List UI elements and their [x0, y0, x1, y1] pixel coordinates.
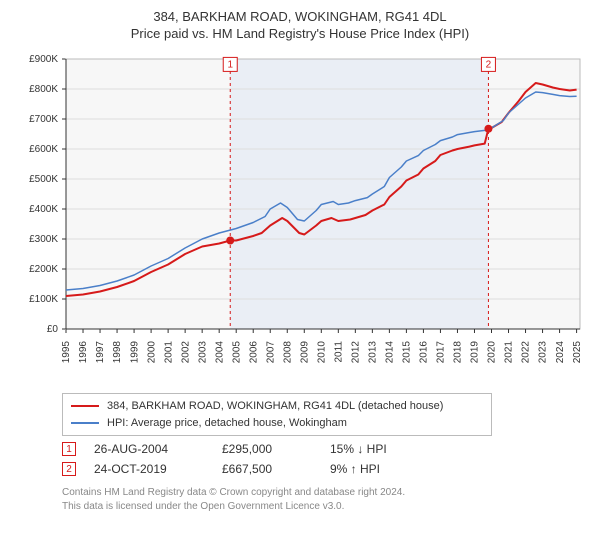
svg-text:2014: 2014	[385, 341, 396, 364]
svg-text:1: 1	[227, 60, 233, 71]
svg-text:2020: 2020	[487, 341, 498, 364]
event-row: 2 24-OCT-2019 £667,500 9% ↑ HPI	[62, 462, 586, 476]
footer: Contains HM Land Registry data © Crown c…	[62, 486, 586, 514]
svg-text:£0: £0	[47, 324, 59, 335]
page-title: 384, BARKHAM ROAD, WOKINGHAM, RG41 4DL	[14, 8, 586, 26]
legend-label: 384, BARKHAM ROAD, WOKINGHAM, RG41 4DL (…	[107, 398, 443, 415]
legend: 384, BARKHAM ROAD, WOKINGHAM, RG41 4DL (…	[62, 393, 492, 436]
svg-text:2008: 2008	[282, 341, 293, 364]
event-table: 1 26-AUG-2004 £295,000 15% ↓ HPI 2 24-OCT-201…	[62, 442, 586, 476]
svg-text:£300K: £300K	[29, 234, 58, 245]
svg-text:1995: 1995	[61, 341, 72, 364]
svg-text:2004: 2004	[214, 341, 225, 364]
svg-text:£500K: £500K	[29, 174, 58, 185]
svg-text:£700K: £700K	[29, 114, 58, 125]
event-delta: 9% ↑ HPI	[330, 462, 430, 476]
event-row: 1 26-AUG-2004 £295,000 15% ↓ HPI	[62, 442, 586, 456]
legend-item: HPI: Average price, detached house, Woki…	[71, 415, 483, 432]
svg-text:2: 2	[486, 60, 492, 71]
chart-area: £0 £100K £200K £300K £400K £500K £600K £700K £80…	[14, 47, 586, 387]
svg-text:£400K: £400K	[29, 204, 58, 215]
legend-swatch	[71, 405, 99, 407]
svg-text:2002: 2002	[180, 341, 191, 364]
svg-text:2021: 2021	[504, 341, 515, 364]
svg-text:2000: 2000	[146, 341, 157, 364]
svg-text:£900K: £900K	[29, 54, 58, 65]
svg-text:2017: 2017	[436, 341, 447, 364]
svg-text:2016: 2016	[419, 341, 430, 364]
legend-label: HPI: Average price, detached house, Woki…	[107, 415, 347, 432]
event-price: £295,000	[222, 442, 312, 456]
svg-text:2022: 2022	[521, 341, 532, 364]
event-marker: 1	[62, 442, 76, 456]
event-date: 24-OCT-2019	[94, 462, 204, 476]
footer-line2: This data is licensed under the Open Gov…	[62, 500, 586, 514]
svg-text:2019: 2019	[470, 341, 481, 364]
svg-text:2012: 2012	[351, 341, 362, 364]
svg-text:1996: 1996	[78, 341, 89, 364]
svg-text:£200K: £200K	[29, 264, 58, 275]
svg-text:2005: 2005	[231, 341, 242, 364]
svg-text:1999: 1999	[129, 341, 140, 364]
svg-text:£600K: £600K	[29, 144, 58, 155]
svg-text:1997: 1997	[95, 341, 106, 364]
svg-text:2018: 2018	[453, 341, 464, 364]
svg-text:2013: 2013	[368, 341, 379, 364]
svg-text:2015: 2015	[402, 341, 413, 364]
event-price: £667,500	[222, 462, 312, 476]
svg-text:2001: 2001	[163, 341, 174, 364]
event-date: 26-AUG-2004	[94, 442, 204, 456]
svg-text:£100K: £100K	[29, 294, 58, 305]
event-marker: 2	[62, 462, 76, 476]
svg-text:2025: 2025	[572, 341, 583, 364]
legend-item: 384, BARKHAM ROAD, WOKINGHAM, RG41 4DL (…	[71, 398, 483, 415]
svg-text:1998: 1998	[112, 341, 123, 364]
svg-text:2009: 2009	[299, 341, 310, 364]
svg-text:2024: 2024	[555, 341, 566, 364]
svg-text:2007: 2007	[265, 341, 276, 364]
svg-text:2006: 2006	[248, 341, 259, 364]
event-delta: 15% ↓ HPI	[330, 442, 430, 456]
footer-line1: Contains HM Land Registry data © Crown c…	[62, 486, 586, 500]
svg-text:2011: 2011	[334, 341, 345, 363]
chart-container: 384, BARKHAM ROAD, WOKINGHAM, RG41 4DL P…	[0, 0, 600, 560]
page-subtitle: Price paid vs. HM Land Registry's House …	[14, 26, 586, 41]
svg-text:£800K: £800K	[29, 84, 58, 95]
svg-text:2023: 2023	[538, 341, 549, 364]
legend-swatch	[71, 422, 99, 424]
svg-text:2010: 2010	[316, 341, 327, 364]
line-chart: £0 £100K £200K £300K £400K £500K £600K £700K £80…	[14, 47, 586, 387]
svg-text:2003: 2003	[197, 341, 208, 364]
